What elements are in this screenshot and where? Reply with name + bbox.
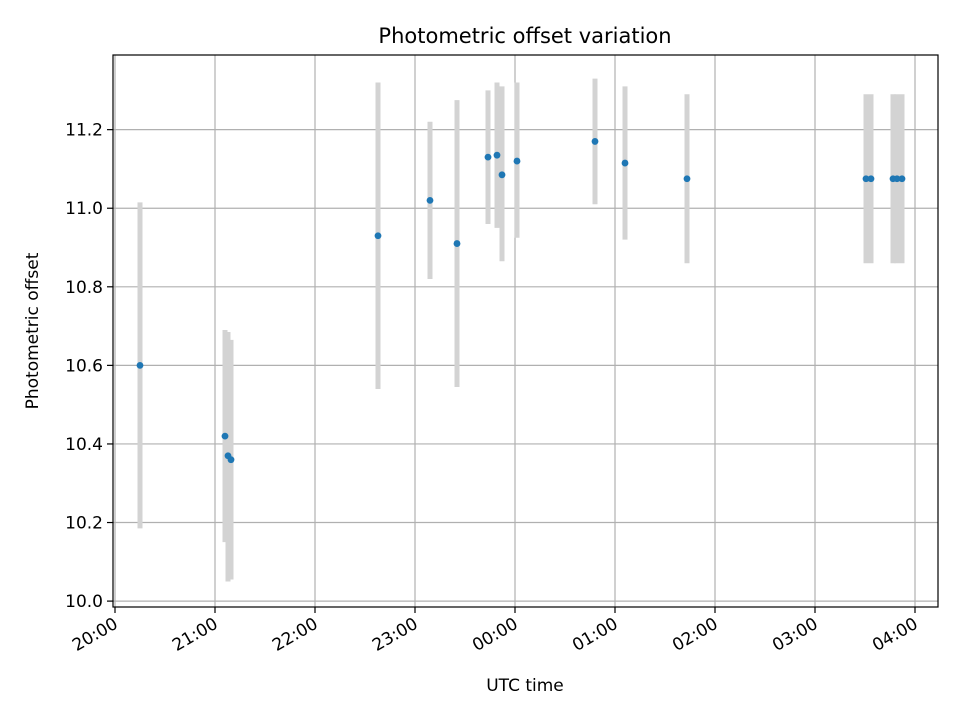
data-point — [498, 171, 506, 179]
x-axis-label: UTC time — [486, 676, 564, 696]
y-tick-label: 10.6 — [65, 356, 103, 376]
data-point — [867, 175, 875, 183]
data-point — [862, 175, 870, 183]
data-point — [898, 175, 906, 183]
y-tick-label: 11.0 — [65, 199, 103, 219]
data-point — [426, 196, 434, 204]
data-point — [513, 157, 521, 165]
y-tick-label: 10.8 — [65, 278, 103, 298]
chart-title: Photometric offset variation — [378, 24, 671, 48]
y-tick-label: 10.2 — [65, 514, 103, 534]
data-point — [621, 159, 629, 167]
data-point — [893, 175, 901, 183]
data-point — [453, 240, 461, 247]
data-point — [136, 361, 144, 369]
data-point — [227, 456, 235, 464]
grid — [113, 55, 938, 607]
y-axis-label: Photometric offset — [23, 252, 43, 409]
data-point — [683, 175, 691, 183]
plot-area-frame — [112, 54, 939, 608]
y-tick-label: 10.0 — [65, 592, 103, 612]
data-point — [374, 232, 382, 240]
y-tick-label: 10.4 — [65, 435, 103, 455]
data-points — [136, 138, 906, 464]
y-tick-label: 11.2 — [65, 121, 103, 141]
y-axis-ticks: 10.0 10.2 10.4 10.6 10.8 11.0 11.2 — [65, 121, 113, 612]
data-point — [493, 151, 501, 159]
data-point — [484, 153, 492, 161]
data-point — [591, 138, 599, 145]
data-point — [221, 432, 229, 440]
